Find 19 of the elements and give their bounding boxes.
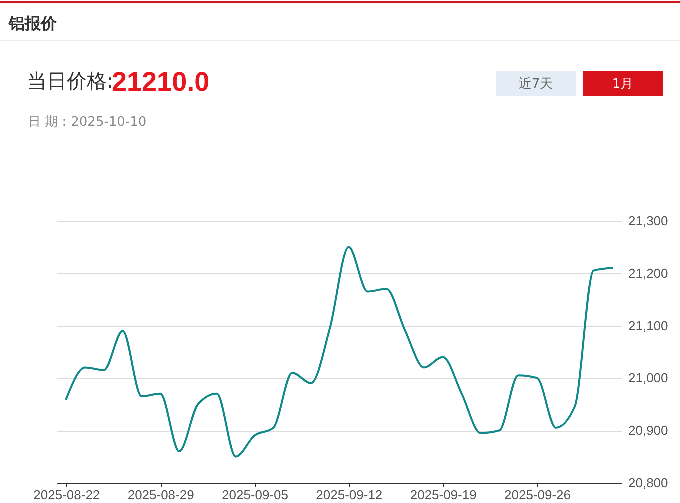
y-tick-label: 20,900 <box>628 423 668 438</box>
y-tick-label: 21,200 <box>628 266 668 281</box>
text: 21210.0 <box>112 67 210 97</box>
chart-title: 铝报价 <box>8 14 58 33</box>
x-tick-label: 2025-09-19 <box>410 488 477 502</box>
x-tick-label: 2025-09-26 <box>504 488 571 502</box>
y-tick-label: 21,300 <box>628 214 668 228</box>
x-tick-label: 2025-09-05 <box>222 488 288 502</box>
y-tick-label: 21,000 <box>628 370 668 386</box>
text: 近7天 <box>518 77 554 92</box>
text: 日 期：2025-10-10 <box>28 115 147 130</box>
y-tick-label: 21,100 <box>628 318 668 334</box>
x-tick-label: 2025-09-12 <box>316 488 383 502</box>
line-series <box>65 246 614 458</box>
x-tick-label: 2025-08-29 <box>128 488 194 502</box>
text: 1月 <box>612 77 634 92</box>
x-tick-label: 2025-08-22 <box>34 488 100 502</box>
y-tick-label: 20,800 <box>628 476 668 490</box>
text: 当日价格: <box>27 69 114 93</box>
